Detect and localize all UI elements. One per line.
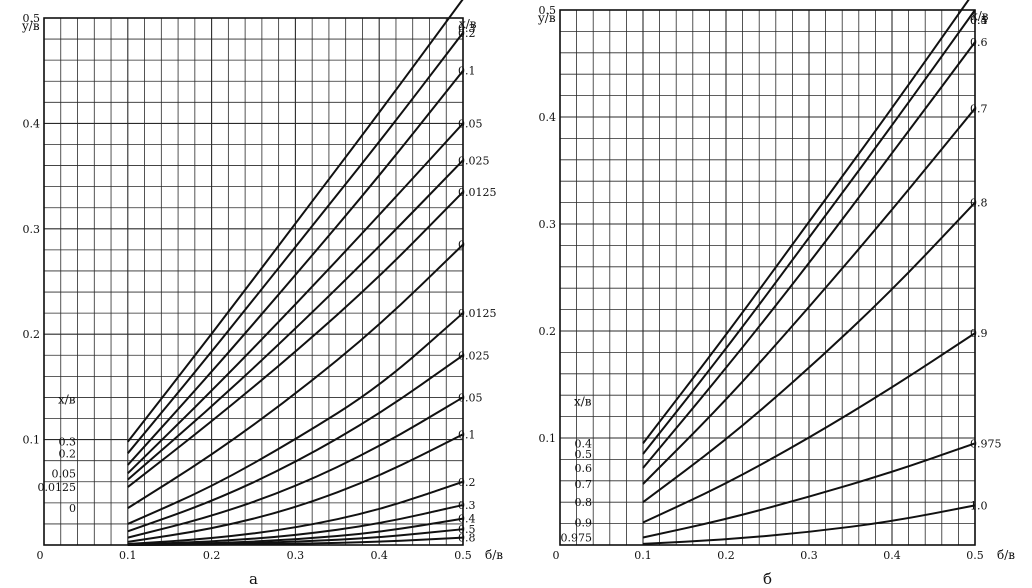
panel-a-y-tick-label: 0.4	[23, 117, 41, 130]
panel-b-y-tick-label: 0.3	[539, 218, 557, 231]
panel-b-y-tick-label: 0.5	[539, 4, 557, 17]
panel-b-panel-label: б	[763, 570, 772, 588]
panel-a-series-line	[127, 243, 464, 509]
panel-b-series-end-label: 0.7	[970, 102, 988, 115]
panel-a-series-line	[127, 70, 464, 466]
panel-b-frame	[559, 9, 976, 546]
panel-a-x-tick-label: 0.3	[287, 549, 305, 562]
panel-b-x-tick-label: 0	[553, 549, 560, 562]
panel-b-series-line	[642, 9, 976, 455]
panel-a-series-end-label: 0.5	[458, 523, 476, 536]
panel-a-series-left-label: 0	[69, 502, 76, 515]
panel-b-series-line	[642, 107, 976, 485]
panel-b-series-end-label: 0.9	[970, 327, 988, 340]
panel-a-series-end-label: 0.025	[458, 349, 490, 362]
panel-a-series-end-label: 0.05	[458, 117, 483, 130]
panel-a-y-tick-label: 0.5	[23, 12, 41, 25]
panel-a-series-end-label: 0.1	[458, 428, 476, 441]
panel-b-series-end-label: 0.6	[970, 36, 988, 49]
panel-a-series-line	[127, 396, 464, 539]
panel-a-series-left-label: 0.0125	[38, 481, 77, 494]
panel-b-y-tick-label: 0.1	[539, 432, 557, 445]
panel-a-series-end-label: 0.4	[458, 513, 476, 526]
panel-a-series-end-label: 0.2	[458, 476, 476, 489]
panel-b-series-line	[642, 504, 976, 545]
panel-a-x-tick-label: 0.2	[203, 549, 221, 562]
panel-b-series-line	[642, 332, 976, 524]
panel-a-x-tick-label: 0.1	[119, 549, 137, 562]
panel-a-series-end-label: 0.05	[458, 391, 483, 404]
panel-a-series-left-label: 0.2	[59, 447, 77, 460]
panel-b-series-left-label: 0.8	[575, 496, 593, 509]
panel-a-series-line	[127, 536, 464, 546]
panel-b-series-end-label: 0.8	[970, 197, 988, 210]
panel-a-series-line	[127, 433, 464, 543]
panel-a-x-tick-label: 0.4	[370, 549, 388, 562]
panel-a-series-end-label: 0	[458, 239, 465, 252]
panel-b-curve-param-label-top: x/в	[971, 9, 989, 23]
panel-b-x-tick-label: 0.1	[634, 549, 652, 562]
panel-b-series-line	[642, 41, 976, 469]
panel-a-series-line	[127, 191, 464, 488]
panel-a-series-line	[127, 480, 464, 545]
panel-a-series-left-label: 0.05	[52, 467, 77, 480]
panel-b-series-end-label: 0.5	[970, 14, 988, 27]
panel-b-curve-param-label-left: x/в	[574, 394, 592, 408]
panel-b-series-line	[642, 442, 976, 539]
panel-b-series-left-label: 0.975	[561, 532, 593, 545]
panel-b-series-left-label: 0.9	[575, 517, 593, 530]
panel-a-series-line	[127, 159, 464, 481]
panel-b-series-end-label: 1.0	[970, 499, 988, 512]
panel-a-series-line	[127, 32, 464, 454]
panel-a-series-end-label: 0.8	[458, 532, 476, 545]
panel-a-series-end-label: 0.0125	[458, 186, 497, 199]
panel-a-series-end-label: 0.0125	[458, 307, 497, 320]
panel-b-series-line	[642, 201, 976, 504]
panel-b-x-tick-label: 0.2	[717, 549, 735, 562]
panel-a-series-end-label: 0.1	[458, 65, 476, 78]
panel-a-curve-param-label-top: x/в	[459, 17, 477, 31]
panel-b-y-axis-label: y/в	[537, 11, 556, 25]
panel-a-series-line	[127, 122, 464, 475]
panel-b-series-left-label: 0.7	[575, 478, 593, 491]
panel-b-x-axis-label: б/в	[997, 548, 1015, 562]
panel-b-series-end-label: 0.4	[970, 14, 988, 27]
panel-a-series-end-label: 0.2	[458, 27, 476, 40]
panel-a-y-tick-label: 0.2	[23, 328, 41, 341]
panel-a-x-axis-label: б/в	[485, 548, 503, 562]
panel-b-series-line	[642, 0, 970, 444]
panel-a-series-line	[127, 354, 464, 533]
panel-a-y-tick-label: 0.1	[23, 434, 41, 447]
panel-b-series-left-label: 0.4	[575, 437, 593, 450]
panel-a-curve-param-label-left: x/в	[58, 393, 76, 407]
panel-a-series-line	[127, 0, 464, 443]
panel-a-x-tick-label: 0.5	[454, 549, 472, 562]
panel-a-series-end-label: 0.3	[458, 22, 476, 35]
panel-b-x-tick-label: 0.5	[966, 549, 984, 562]
panel-b-series-end-label: 0.975	[970, 437, 1002, 450]
chart-panel-b: 0 0.1 0.2 0.3 0.4 0.50.10.20.30.40.5б/вy/в x/в…	[537, 0, 1015, 588]
panel-b-series-left-label: 0.5	[575, 448, 593, 461]
panel-b-series-left-label: 0.6	[575, 462, 593, 475]
panel-a-series-end-label: 0.3	[458, 499, 476, 512]
panel-b-y-tick-label: 0.4	[539, 111, 557, 124]
panel-b-x-tick-label: 0.3	[800, 549, 818, 562]
panel-b-y-tick-label: 0.2	[539, 325, 557, 338]
panel-a-x-tick-label: 0	[37, 549, 44, 562]
panel-a-series-line	[127, 312, 464, 525]
panel-a-series-left-label: 0.3	[59, 436, 77, 449]
panel-a-panel-label: а	[249, 570, 258, 588]
chart-panel-a: 0 0.1 0.2 0.3 0.4 0.50.10.20.30.40.5б/вy/в x/в…	[21, 0, 503, 588]
panel-a-series-end-label: 0.025	[458, 154, 490, 167]
panel-a-y-axis-label: y/в	[21, 19, 40, 33]
panel-b-x-tick-label: 0.4	[883, 549, 901, 562]
panel-a-y-tick-label: 0.3	[23, 223, 41, 236]
